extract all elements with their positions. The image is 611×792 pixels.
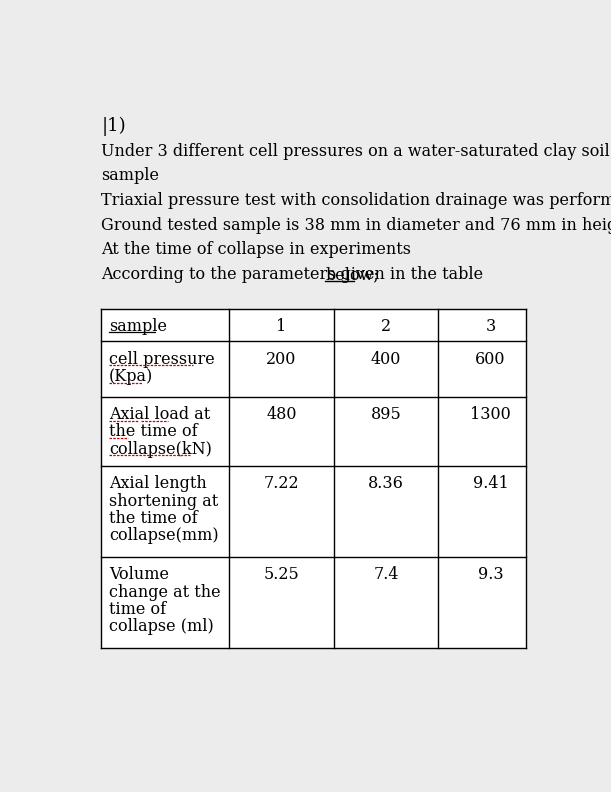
Text: 1300: 1300: [470, 406, 511, 423]
Text: Axial load at: Axial load at: [109, 406, 210, 423]
Text: the time of: the time of: [109, 510, 197, 527]
Text: collapse(kN): collapse(kN): [109, 441, 212, 458]
Text: Axial length: Axial length: [109, 475, 207, 493]
Text: 200: 200: [266, 351, 296, 367]
Text: At the time of collapse in experiments: At the time of collapse in experiments: [101, 242, 411, 258]
Text: change at the: change at the: [109, 584, 221, 600]
Text: sample: sample: [101, 167, 159, 185]
Text: 400: 400: [371, 351, 401, 367]
Text: Triaxial pressure test with consolidation drainage was performed.: Triaxial pressure test with consolidatio…: [101, 192, 611, 209]
Text: collapse (ml): collapse (ml): [109, 619, 214, 635]
Text: 3: 3: [486, 318, 496, 334]
Text: 9.41: 9.41: [473, 475, 508, 493]
Text: (Kpa): (Kpa): [109, 368, 153, 385]
Text: 2: 2: [381, 318, 391, 334]
Text: 480: 480: [266, 406, 296, 423]
Text: |1): |1): [101, 116, 126, 136]
Text: 9.3: 9.3: [478, 566, 503, 583]
Text: 600: 600: [475, 351, 506, 367]
Text: sample: sample: [109, 318, 167, 334]
Text: 7.4: 7.4: [373, 566, 399, 583]
Text: Ground tested sample is 38 mm in diameter and 76 mm in height.: Ground tested sample is 38 mm in diamete…: [101, 217, 611, 234]
Text: 5.25: 5.25: [263, 566, 299, 583]
Text: 8.36: 8.36: [368, 475, 404, 493]
Text: collapse(mm): collapse(mm): [109, 527, 219, 544]
Text: According to the parameters given in the table: According to the parameters given in the…: [101, 266, 488, 283]
Text: Volume: Volume: [109, 566, 169, 583]
Text: 1: 1: [276, 318, 287, 334]
Text: time of: time of: [109, 601, 166, 618]
Bar: [101, 309, 526, 648]
Text: Under 3 different cell pressures on a water-saturated clay soil: Under 3 different cell pressures on a wa…: [101, 143, 610, 160]
Text: 7.22: 7.22: [263, 475, 299, 493]
Text: below;: below;: [325, 266, 379, 283]
Text: cell pressure: cell pressure: [109, 351, 214, 367]
Text: the time of: the time of: [109, 424, 197, 440]
Text: 895: 895: [371, 406, 401, 423]
Text: shortening at: shortening at: [109, 493, 218, 510]
